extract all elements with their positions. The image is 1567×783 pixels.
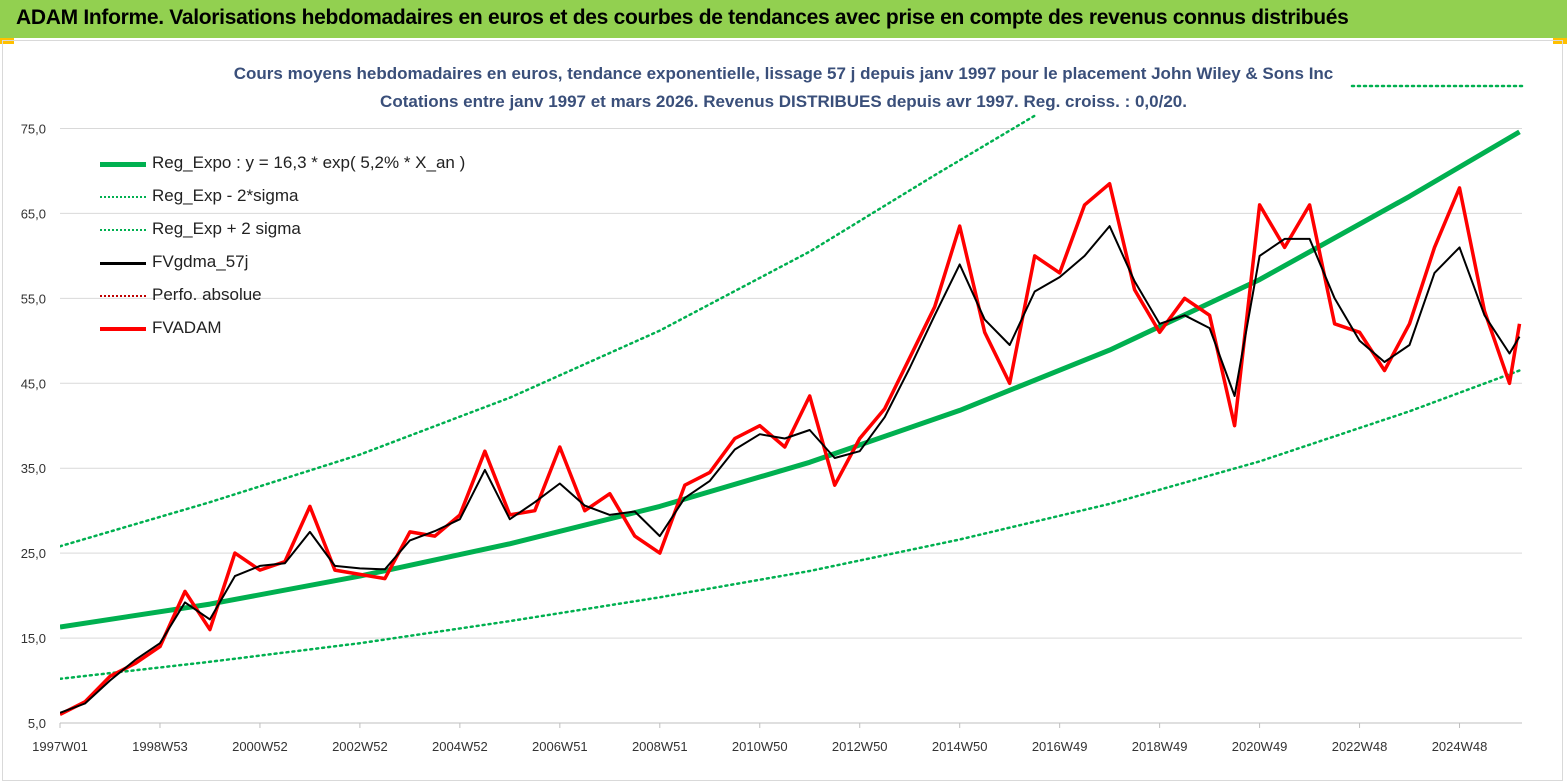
legend-label: Reg_Exp + 2 sigma <box>152 219 301 238</box>
x-tick-label: 1997W01 <box>32 739 88 754</box>
series-line-fvadam <box>60 181 1522 717</box>
series-line-reg-expo-y-16-3-exp- <box>60 129 1521 630</box>
page-title: ADAM Informe. Valorisations hebdomadaire… <box>16 6 1349 29</box>
y-tick-label: 35,0 <box>21 461 46 476</box>
legend-swatch <box>100 162 146 167</box>
x-tick-label: 2006W51 <box>532 739 588 754</box>
x-tick-label: 2002W52 <box>332 739 388 754</box>
y-tick-label: 75,0 <box>21 121 46 136</box>
chart-frame <box>2 40 1563 781</box>
y-tick-label: 55,0 <box>21 291 46 306</box>
y-tick-label: 45,0 <box>21 376 46 391</box>
legend-swatch <box>100 262 146 265</box>
x-tick-label: 2004W52 <box>432 739 488 754</box>
x-tick-label: 2022W48 <box>1332 739 1388 754</box>
legend-label: Perfo. absolue <box>152 285 262 304</box>
series-line-reg-exp-2-sigma <box>60 369 1521 681</box>
series-line-fvgdma-57j <box>60 225 1521 714</box>
chart-title: Cours moyens hebdomadaires en euros, ten… <box>233 64 1334 83</box>
x-tick-label: 2018W49 <box>1132 739 1188 754</box>
legend-swatch <box>100 229 146 231</box>
legend-label: FVADAM <box>152 318 222 337</box>
legend-swatch <box>100 327 146 331</box>
corner-accent-left <box>0 38 14 44</box>
x-tick-label: 2008W51 <box>632 739 688 754</box>
legend-label: FVgdma_57j <box>152 252 249 271</box>
legend-label: Reg_Expo : y = 16,3 * exp( 5,2% * X_an ) <box>152 153 466 172</box>
x-tick-label: 2020W49 <box>1232 739 1288 754</box>
y-tick-label: 65,0 <box>21 206 46 221</box>
x-tick-label: 2012W50 <box>832 739 888 754</box>
x-tick-label: 2000W52 <box>232 739 288 754</box>
x-tick-label: 2010W50 <box>732 739 788 754</box>
legend-swatch <box>100 196 146 198</box>
x-tick-label: 2016W49 <box>1032 739 1088 754</box>
y-tick-label: 15,0 <box>21 631 46 646</box>
corner-accent-right <box>1553 38 1567 44</box>
chart-subtitle: Cotations entre janv 1997 et mars 2026. … <box>380 92 1187 111</box>
header-bar <box>0 0 1567 38</box>
y-tick-label: 5,0 <box>28 716 46 731</box>
x-tick-label: 2014W50 <box>932 739 988 754</box>
legend-swatch <box>100 295 146 297</box>
y-tick-label: 25,0 <box>21 546 46 561</box>
x-tick-label: 1998W53 <box>132 739 188 754</box>
legend-label: Reg_Exp - 2*sigma <box>152 186 299 205</box>
series-line-reg-exp-2-sigma <box>60 114 1036 548</box>
x-tick-label: 2024W48 <box>1432 739 1488 754</box>
